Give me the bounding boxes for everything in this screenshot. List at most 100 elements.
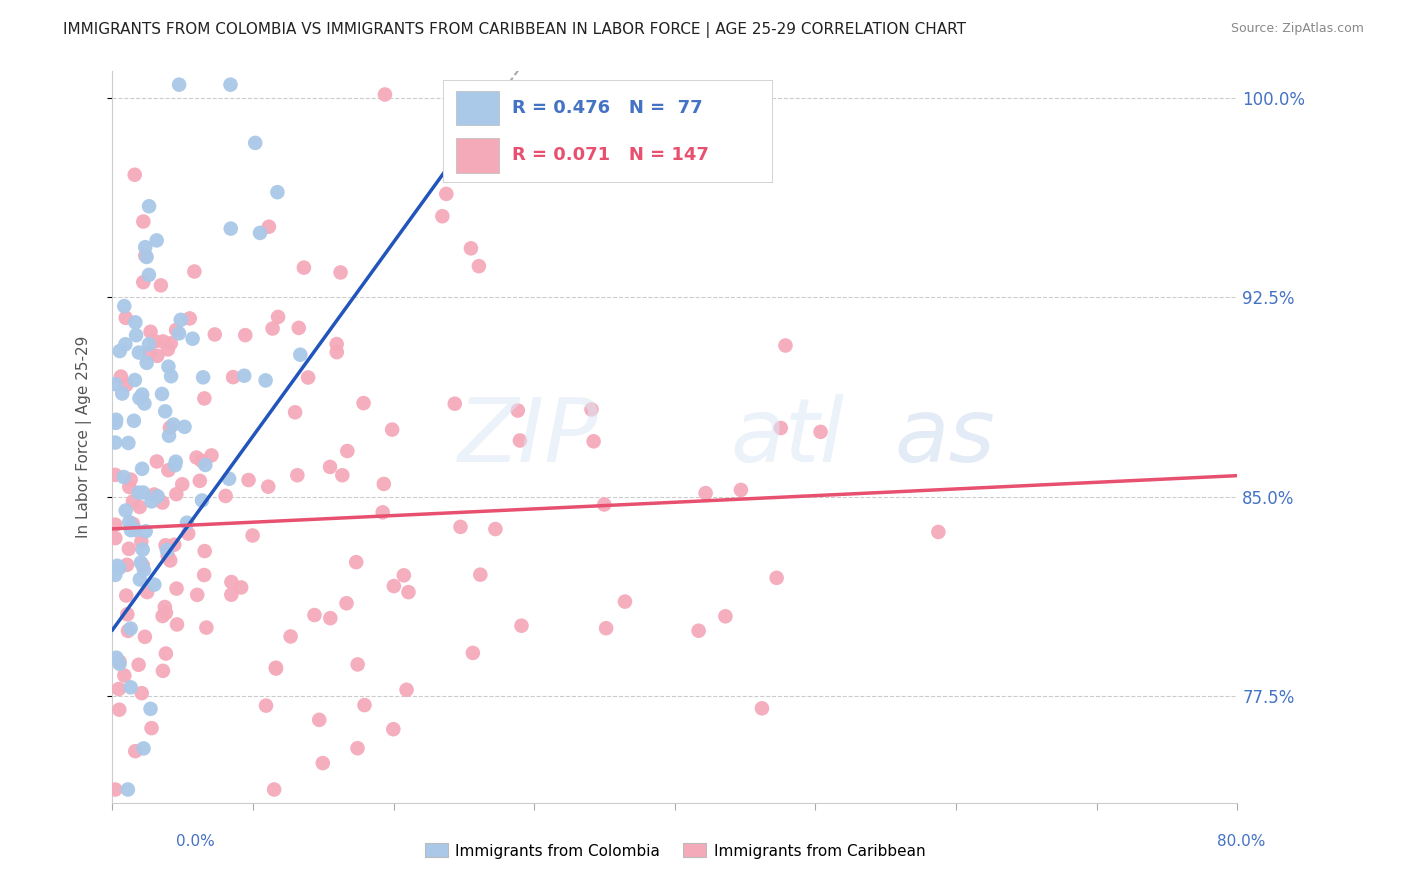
Point <box>135 250 157 264</box>
Point <box>153 404 176 418</box>
Point <box>319 611 342 625</box>
Point <box>155 538 177 552</box>
Point <box>186 588 208 602</box>
Point <box>231 581 253 595</box>
Point <box>141 494 163 508</box>
Point <box>353 396 375 410</box>
Point <box>108 561 131 575</box>
Point <box>194 458 217 472</box>
Point <box>108 657 131 671</box>
Point <box>183 264 205 278</box>
Point <box>191 493 214 508</box>
Point <box>297 370 319 384</box>
Point <box>139 325 162 339</box>
Point <box>688 624 710 638</box>
Point <box>484 522 506 536</box>
Point <box>371 505 394 519</box>
Point <box>122 516 145 531</box>
Point <box>166 582 188 596</box>
Point <box>114 337 136 351</box>
Point <box>264 661 287 675</box>
Point <box>927 524 949 539</box>
Point <box>392 568 415 582</box>
Point <box>104 435 127 450</box>
Point <box>461 646 484 660</box>
Point <box>173 420 195 434</box>
Point <box>238 473 260 487</box>
Point <box>117 436 139 450</box>
Point <box>346 657 368 672</box>
Point <box>509 434 531 448</box>
Point <box>143 487 166 501</box>
Point <box>143 577 166 591</box>
Point <box>730 483 752 497</box>
Point <box>204 327 226 342</box>
Point <box>170 313 193 327</box>
Point <box>257 219 280 234</box>
Point <box>186 450 208 465</box>
Text: Source: ZipAtlas.com: Source: ZipAtlas.com <box>1230 22 1364 36</box>
Point <box>468 259 491 273</box>
Point <box>249 226 271 240</box>
Point <box>614 594 637 608</box>
Point <box>132 214 155 228</box>
Point <box>257 480 280 494</box>
Point <box>290 348 312 362</box>
Point <box>156 543 179 558</box>
Point <box>136 585 159 599</box>
Text: R = 0.071   N = 147: R = 0.071 N = 147 <box>512 146 709 164</box>
Point <box>112 470 135 484</box>
Point <box>308 713 330 727</box>
Point <box>135 524 157 539</box>
Point <box>163 458 186 473</box>
Point <box>222 370 245 384</box>
Point <box>152 334 174 349</box>
Point <box>353 698 375 712</box>
Point <box>191 454 214 468</box>
Point <box>120 523 142 537</box>
Point <box>162 417 184 432</box>
Point <box>115 377 138 392</box>
Point <box>344 555 367 569</box>
Point <box>280 630 302 644</box>
Point <box>149 278 172 293</box>
Y-axis label: In Labor Force | Age 25-29: In Labor Force | Age 25-29 <box>76 336 91 538</box>
Text: ZIP: ZIP <box>458 394 599 480</box>
Point <box>146 349 169 363</box>
Point <box>122 494 145 508</box>
Point <box>134 630 156 644</box>
Point <box>138 346 160 360</box>
Point <box>104 567 127 582</box>
Point <box>233 328 256 343</box>
Point <box>336 444 359 458</box>
Point <box>188 474 211 488</box>
Point <box>124 315 146 329</box>
Point <box>581 402 603 417</box>
Point <box>166 617 188 632</box>
Point <box>120 473 142 487</box>
Point <box>159 420 181 434</box>
Point <box>167 78 190 92</box>
Point <box>373 477 395 491</box>
Point <box>138 199 160 213</box>
Point <box>112 668 135 682</box>
Point <box>118 541 141 556</box>
Point <box>124 744 146 758</box>
Point <box>105 558 128 573</box>
Point <box>132 275 155 289</box>
Point <box>129 556 152 570</box>
Point <box>262 321 284 335</box>
FancyBboxPatch shape <box>443 80 773 183</box>
Point <box>138 268 160 282</box>
Point <box>382 722 405 736</box>
Point <box>304 608 326 623</box>
Point <box>132 741 155 756</box>
Point <box>769 421 792 435</box>
Point <box>165 487 187 501</box>
Point <box>195 621 218 635</box>
Point <box>157 429 180 443</box>
Point <box>382 579 405 593</box>
Point <box>221 575 243 590</box>
Point <box>775 338 797 352</box>
Point <box>155 606 177 620</box>
